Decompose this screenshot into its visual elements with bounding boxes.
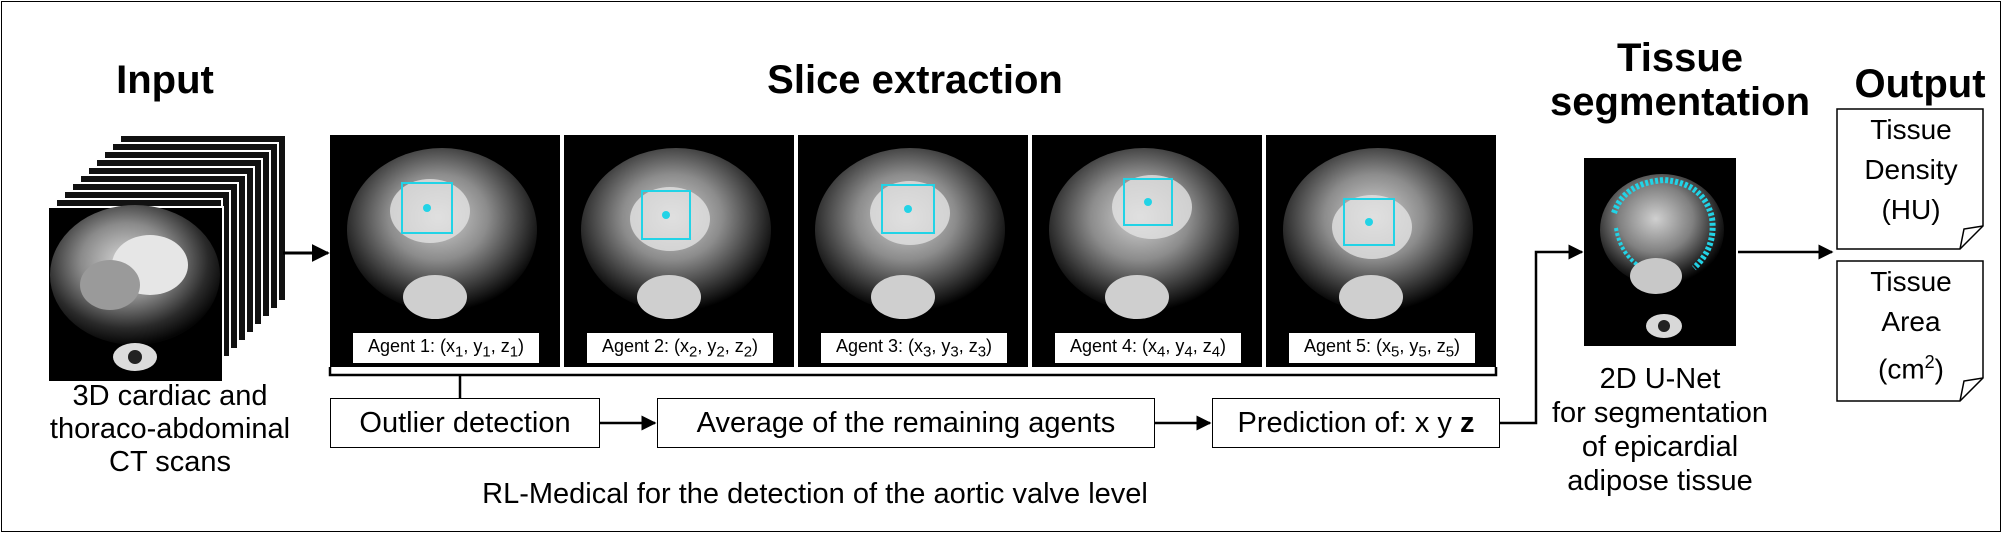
- outlier-detection-box: Outlier detection: [330, 398, 600, 448]
- agent-label-4: Agent 4: (x4, y4, z4): [1054, 332, 1242, 364]
- agent-label-text: Agent 3: (x3, y3, z3): [835, 335, 993, 361]
- agent-label-2: Agent 2: (x2, y2, z2): [586, 332, 774, 364]
- agent-label-text: Agent 1: (x1, y1, z1): [367, 335, 525, 361]
- header-output: Output: [1854, 62, 1986, 106]
- ct-stack-image: [47, 134, 287, 383]
- output-area-line-1: Tissue: [1870, 266, 1952, 297]
- rl-medical-caption: RL-Medical for the detection of the aort…: [482, 478, 1148, 510]
- segmentation-caption-line-1: 2D U-Net: [1599, 363, 1721, 395]
- prediction-box: Prediction of: x y z: [1212, 398, 1500, 448]
- segmentation-caption-line-3: of epicardial: [1581, 431, 1739, 463]
- agent-label-1: Agent 1: (x1, y1, z1): [352, 332, 540, 364]
- segmentation-caption-line-4: adipose tissue: [1567, 465, 1753, 497]
- average-agents-box: Average of the remaining agents: [657, 398, 1155, 448]
- prediction-z: z: [1459, 406, 1475, 439]
- segmentation-image: [1584, 158, 1736, 346]
- output-area-close: ): [1934, 353, 1944, 385]
- header-tissue-line-2: segmentation: [1549, 80, 1811, 124]
- agent-label-3: Agent 3: (x3, y3, z3): [820, 332, 1008, 364]
- input-caption-line-2: thoraco-abdominal: [49, 413, 291, 445]
- output-area-line-3: (cm2): [1836, 342, 1986, 389]
- prediction-text: Prediction of: x y: [1237, 406, 1460, 439]
- input-caption-line-3: CT scans: [109, 446, 231, 478]
- output-density-line-1: Tissue: [1870, 114, 1952, 145]
- agent-label-5: Agent 5: (x5, y5, z5): [1288, 332, 1476, 364]
- output-area-line-2: Area: [1881, 306, 1941, 337]
- ct-slice-1: [330, 135, 560, 367]
- agent-label-text: Agent 4: (x4, y4, z4): [1069, 335, 1227, 361]
- segmentation-caption-line-2: for segmentation: [1551, 397, 1768, 429]
- output-area-shape: [1836, 260, 1984, 402]
- output-density-shape: [1836, 108, 1984, 250]
- output-area-unit: (cm: [1878, 353, 1925, 385]
- output-density-line-3: (HU): [1881, 194, 1941, 225]
- output-area-note: Tissue Area (cm2): [1836, 262, 1986, 389]
- agent-label-text: Agent 2: (x2, y2, z2): [601, 335, 759, 361]
- output-density-note: Tissue Density (HU): [1836, 110, 1986, 230]
- ct-slice-2: [564, 135, 794, 367]
- header-tissue-line-1: Tissue: [1617, 36, 1743, 80]
- output-density-line-2: Density: [1864, 154, 1958, 185]
- header-tissue-segmentation: Tissue segmentation: [1540, 36, 1820, 124]
- input-caption-line-1: 3D cardiac and: [72, 380, 268, 412]
- segmentation-caption: 2D U-Net for segmentation of epicardial …: [1540, 362, 1780, 498]
- header-input: Input: [116, 58, 214, 102]
- agent-label-text: Agent 5: (x5, y5, z5): [1303, 335, 1461, 361]
- header-slice-extraction: Slice extraction: [767, 58, 1063, 102]
- input-caption: 3D cardiac and thoraco-abdominal CT scan…: [40, 380, 300, 479]
- output-area-superscript: 2: [1924, 352, 1935, 372]
